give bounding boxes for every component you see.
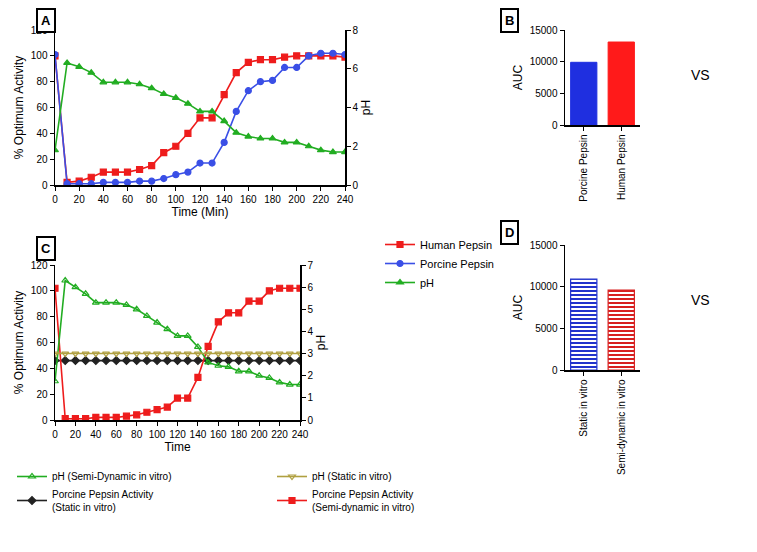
svg-text:Porcine Pepsin Activity(Static: Porcine Pepsin Activity(Static in vitro) bbox=[52, 489, 153, 513]
svg-text:220: 220 bbox=[271, 429, 288, 440]
svg-text:80: 80 bbox=[131, 429, 143, 440]
svg-text:C: C bbox=[41, 241, 51, 256]
svg-text:40: 40 bbox=[36, 363, 48, 374]
svg-text:Time: Time bbox=[164, 440, 191, 454]
svg-text:80: 80 bbox=[36, 76, 48, 87]
svg-text:% Optimum Activity: % Optimum Activity bbox=[12, 56, 26, 159]
svg-text:60: 60 bbox=[111, 429, 123, 440]
svg-text:D: D bbox=[505, 225, 514, 240]
svg-text:4: 4 bbox=[308, 326, 314, 337]
svg-text:220: 220 bbox=[312, 194, 329, 205]
svg-text:2: 2 bbox=[353, 141, 359, 152]
svg-text:0: 0 bbox=[52, 194, 58, 205]
svg-text:6: 6 bbox=[308, 282, 314, 293]
svg-text:20: 20 bbox=[74, 194, 86, 205]
svg-text:240: 240 bbox=[292, 429, 309, 440]
svg-text:120: 120 bbox=[169, 429, 186, 440]
svg-text:100: 100 bbox=[167, 194, 184, 205]
svg-text:Porcine Pepsin: Porcine Pepsin bbox=[578, 135, 589, 202]
svg-text:160: 160 bbox=[210, 429, 227, 440]
svg-text:B: B bbox=[505, 13, 514, 28]
svg-text:20: 20 bbox=[36, 389, 48, 400]
svg-text:140: 140 bbox=[190, 429, 207, 440]
svg-text:180: 180 bbox=[230, 429, 247, 440]
svg-text:80: 80 bbox=[36, 311, 48, 322]
svg-text:pH (Static in vitro): pH (Static in vitro) bbox=[312, 471, 391, 482]
svg-text:20: 20 bbox=[36, 154, 48, 165]
svg-text:60: 60 bbox=[122, 194, 134, 205]
svg-text:200: 200 bbox=[251, 429, 268, 440]
svg-text:100: 100 bbox=[31, 50, 48, 61]
svg-text:100: 100 bbox=[31, 285, 48, 296]
svg-text:100: 100 bbox=[149, 429, 166, 440]
svg-text:5000: 5000 bbox=[535, 88, 558, 99]
svg-text:5: 5 bbox=[308, 304, 314, 315]
svg-text:40: 40 bbox=[90, 429, 102, 440]
svg-text:Porcine Pepsin Activity(Semi-d: Porcine Pepsin Activity(Semi-dynamic in … bbox=[312, 489, 414, 513]
svg-text:0: 0 bbox=[42, 415, 48, 426]
svg-text:80: 80 bbox=[146, 194, 158, 205]
svg-text:120: 120 bbox=[31, 25, 48, 36]
svg-text:6: 6 bbox=[353, 63, 359, 74]
svg-text:8: 8 bbox=[353, 25, 359, 36]
svg-text:0: 0 bbox=[52, 429, 58, 440]
svg-text:180: 180 bbox=[264, 194, 281, 205]
svg-text:10000: 10000 bbox=[530, 281, 558, 292]
svg-text:AUC: AUC bbox=[511, 295, 525, 321]
svg-text:pH: pH bbox=[359, 100, 373, 115]
svg-text:160: 160 bbox=[240, 194, 257, 205]
svg-text:40: 40 bbox=[98, 194, 110, 205]
svg-text:60: 60 bbox=[36, 102, 48, 113]
svg-text:pH: pH bbox=[314, 335, 328, 350]
svg-text:60: 60 bbox=[36, 337, 48, 348]
svg-text:Porcine Pepsin: Porcine Pepsin bbox=[420, 258, 494, 270]
svg-text:140: 140 bbox=[216, 194, 233, 205]
svg-text:0: 0 bbox=[308, 415, 314, 426]
svg-text:pH (Semi-Dynamic in vitro): pH (Semi-Dynamic in vitro) bbox=[52, 471, 171, 482]
svg-text:40: 40 bbox=[36, 128, 48, 139]
svg-text:VS: VS bbox=[691, 292, 710, 308]
svg-text:120: 120 bbox=[31, 260, 48, 271]
svg-text:AUC: AUC bbox=[511, 65, 525, 91]
svg-text:Time (Min): Time (Min) bbox=[172, 205, 229, 219]
svg-text:4: 4 bbox=[353, 102, 359, 113]
svg-text:0: 0 bbox=[552, 120, 558, 131]
svg-text:0: 0 bbox=[552, 365, 558, 376]
svg-text:7: 7 bbox=[308, 260, 314, 271]
svg-text:0: 0 bbox=[42, 180, 48, 191]
svg-text:240: 240 bbox=[337, 194, 354, 205]
svg-text:Static in vitro: Static in vitro bbox=[578, 379, 589, 437]
svg-text:10000: 10000 bbox=[530, 56, 558, 67]
svg-text:120: 120 bbox=[192, 194, 209, 205]
svg-text:15000: 15000 bbox=[530, 25, 558, 36]
svg-text:0: 0 bbox=[353, 180, 359, 191]
svg-text:15000: 15000 bbox=[530, 240, 558, 251]
svg-text:3: 3 bbox=[308, 348, 314, 359]
svg-text:Human Pepsin: Human Pepsin bbox=[616, 135, 627, 201]
svg-text:Human Pepsin: Human Pepsin bbox=[420, 239, 492, 251]
svg-text:20: 20 bbox=[70, 429, 82, 440]
svg-text:1: 1 bbox=[308, 392, 314, 403]
svg-text:A: A bbox=[41, 13, 51, 28]
svg-text:5000: 5000 bbox=[535, 323, 558, 334]
svg-text:% Optimum Activity: % Optimum Activity bbox=[12, 291, 26, 394]
svg-text:Semi-dynamic in vitro: Semi-dynamic in vitro bbox=[616, 379, 627, 475]
svg-text:pH: pH bbox=[420, 277, 434, 289]
svg-text:VS: VS bbox=[691, 67, 710, 83]
svg-text:200: 200 bbox=[288, 194, 305, 205]
svg-text:2: 2 bbox=[308, 370, 314, 381]
